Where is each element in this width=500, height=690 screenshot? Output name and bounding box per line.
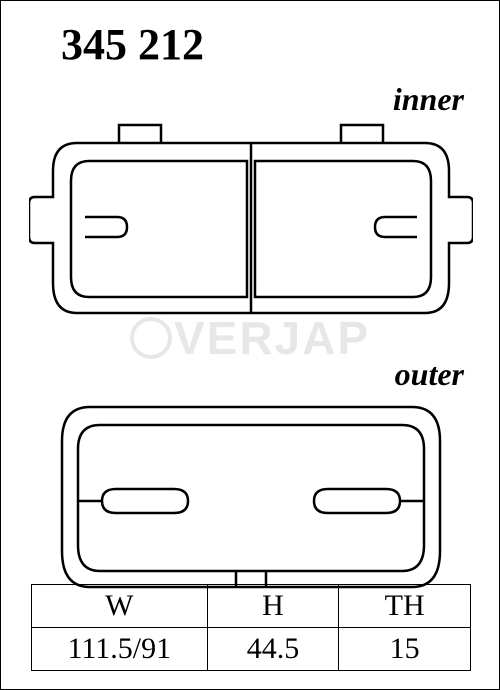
col-header-th: TH	[339, 585, 471, 628]
label-outer: outer	[395, 356, 464, 393]
part-number: 345 212	[61, 19, 204, 70]
table-row: 111.5/91 44.5 15	[32, 628, 471, 671]
cell-w: 111.5/91	[32, 628, 208, 671]
table-row: W H TH	[32, 585, 471, 628]
label-inner: inner	[393, 81, 464, 118]
cell-h: 44.5	[207, 628, 339, 671]
dimensions-table: W H TH 111.5/91 44.5 15	[31, 584, 471, 671]
outer-pad-diagram	[56, 401, 446, 596]
col-header-h: H	[207, 585, 339, 628]
col-header-w: W	[32, 585, 208, 628]
cell-th: 15	[339, 628, 471, 671]
inner-pad-diagram	[29, 121, 473, 331]
